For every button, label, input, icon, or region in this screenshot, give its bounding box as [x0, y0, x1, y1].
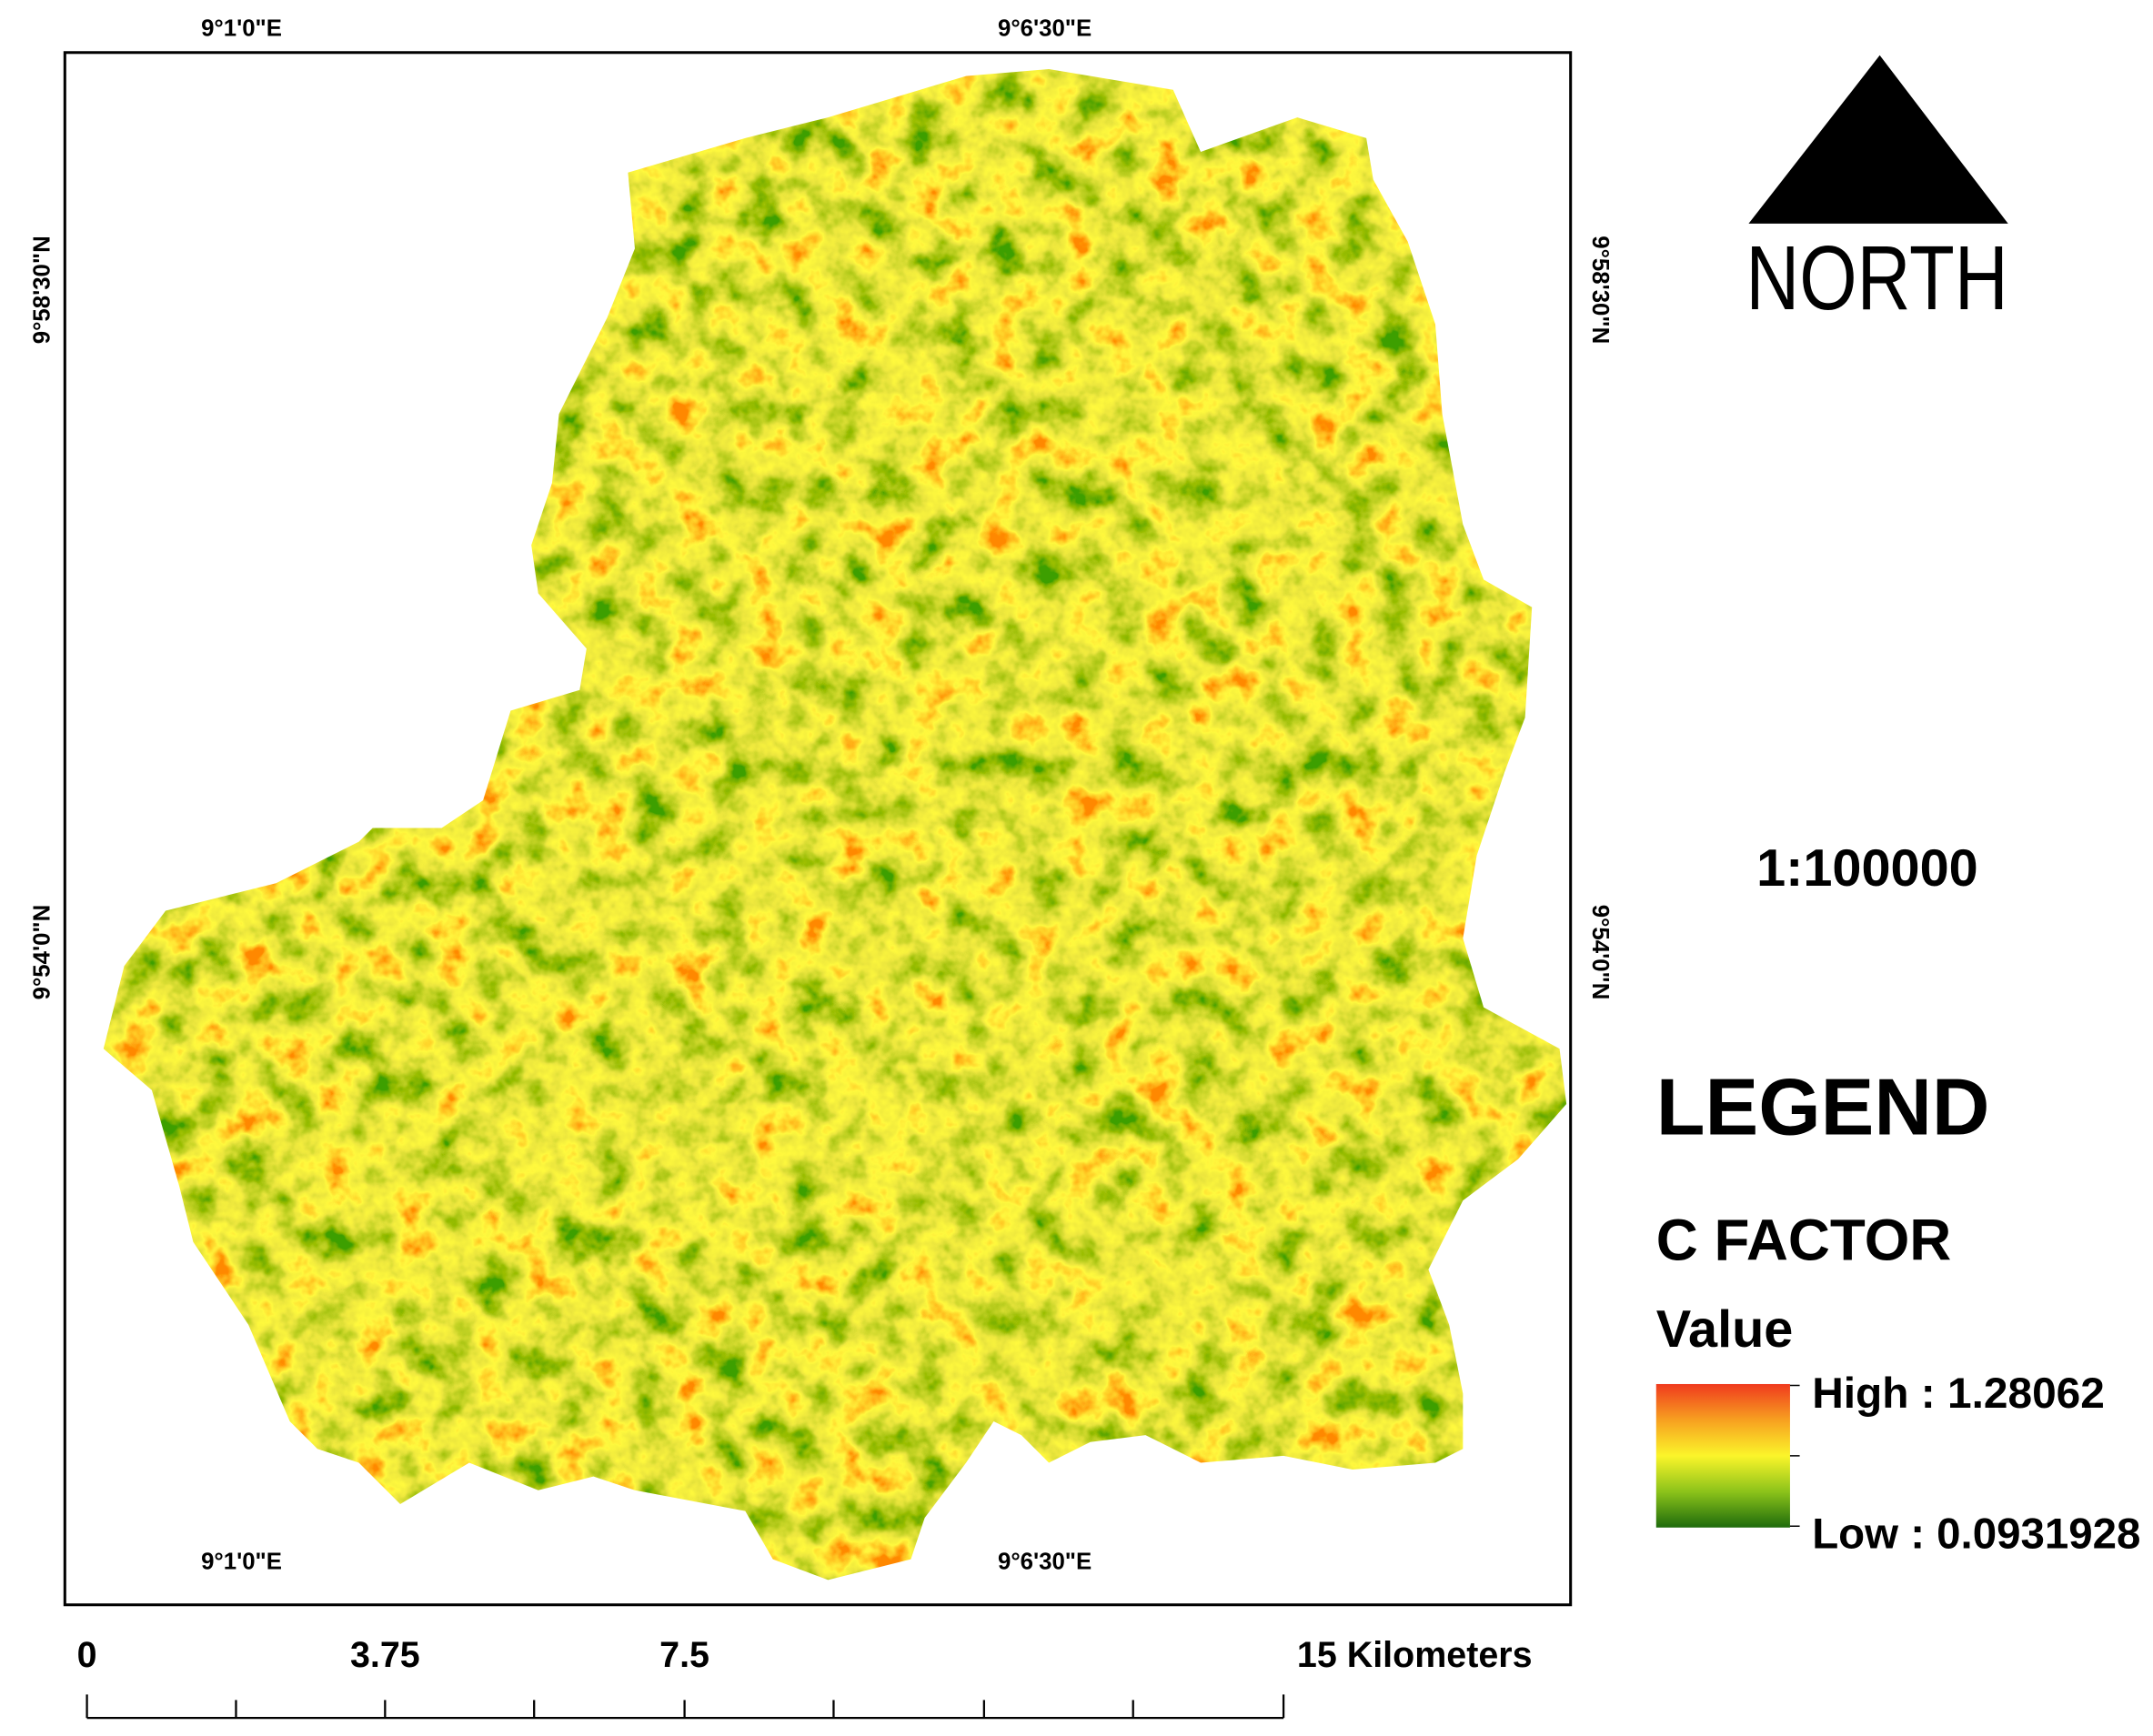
- legend-field: Value: [1656, 1300, 1794, 1359]
- legend-low: Low : 0.0931928: [1812, 1510, 2140, 1558]
- scale-bar-label: 0: [77, 1635, 97, 1675]
- legend-high: High : 1.28062: [1812, 1369, 2105, 1417]
- north-arrow: [1748, 55, 2008, 224]
- legend-ramp: [1655, 1383, 1790, 1528]
- legend-title: LEGEND: [1656, 1061, 1990, 1151]
- map-scale: 1:100000: [1756, 839, 1978, 898]
- scale-bar-label: 3.75: [350, 1635, 420, 1675]
- c-factor-raster: [103, 68, 1567, 1580]
- legend-layer: C FACTOR: [1656, 1207, 1952, 1272]
- latitude-label: 9°58'30"N: [1587, 236, 1613, 344]
- scale-bar-label: 15 Kilometers: [1297, 1635, 1533, 1675]
- latitude-label: 9°54'0"N: [30, 905, 55, 1000]
- longitude-label: 9°6'30"E: [998, 16, 1092, 42]
- legend-ticks: [1789, 1384, 1800, 1528]
- longitude-label: 9°1'0"E: [201, 16, 282, 42]
- scale-bar-label: 7.5: [659, 1635, 709, 1675]
- scale-bar: [86, 1694, 1285, 1720]
- latitude-label: 9°54'0"N: [1587, 905, 1613, 1000]
- latitude-label: 9°58'30"N: [30, 236, 55, 344]
- longitude-label: 9°1'0"E: [201, 1549, 282, 1574]
- north-label: NORTH: [1746, 227, 2007, 329]
- longitude-label: 9°6'30"E: [998, 1549, 1092, 1574]
